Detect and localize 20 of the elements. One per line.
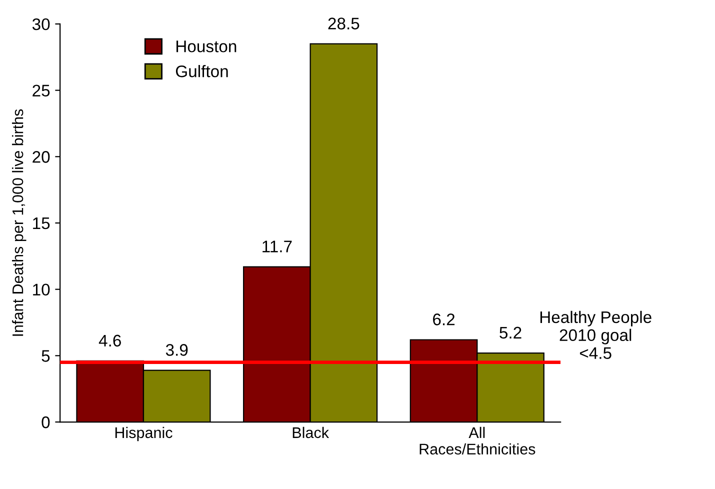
data-label: 6.2 bbox=[433, 314, 455, 326]
y-tick-label: 25 bbox=[32, 84, 50, 97]
x-tick-label: Black bbox=[292, 426, 330, 438]
x-tick-label: All Races/Ethnicities bbox=[420, 426, 536, 455]
y-tick-label: 30 bbox=[32, 18, 50, 30]
y-tick-label: 15 bbox=[33, 218, 50, 230]
data-label: 3.9 bbox=[166, 344, 188, 356]
legend-label: Gulfton bbox=[176, 65, 228, 78]
data-label: 11.7 bbox=[262, 240, 292, 252]
data-label: 5.2 bbox=[500, 326, 522, 339]
y-tick-label: 5 bbox=[42, 350, 50, 362]
ref-line-label: Healthy People 2010 goal <4.5 bbox=[540, 310, 652, 360]
y-tick-label: 10 bbox=[33, 284, 50, 296]
y-axis-title: Infant Deaths per 1,000 live births bbox=[12, 109, 26, 336]
data-label: 28.5 bbox=[328, 18, 360, 30]
data-label: 4.6 bbox=[98, 334, 121, 347]
y-tick-label: 20 bbox=[32, 151, 50, 163]
y-tick-label: 0 bbox=[42, 416, 50, 428]
x-tick-label: Hispanic bbox=[115, 426, 172, 442]
legend-label: Houston bbox=[176, 40, 236, 52]
